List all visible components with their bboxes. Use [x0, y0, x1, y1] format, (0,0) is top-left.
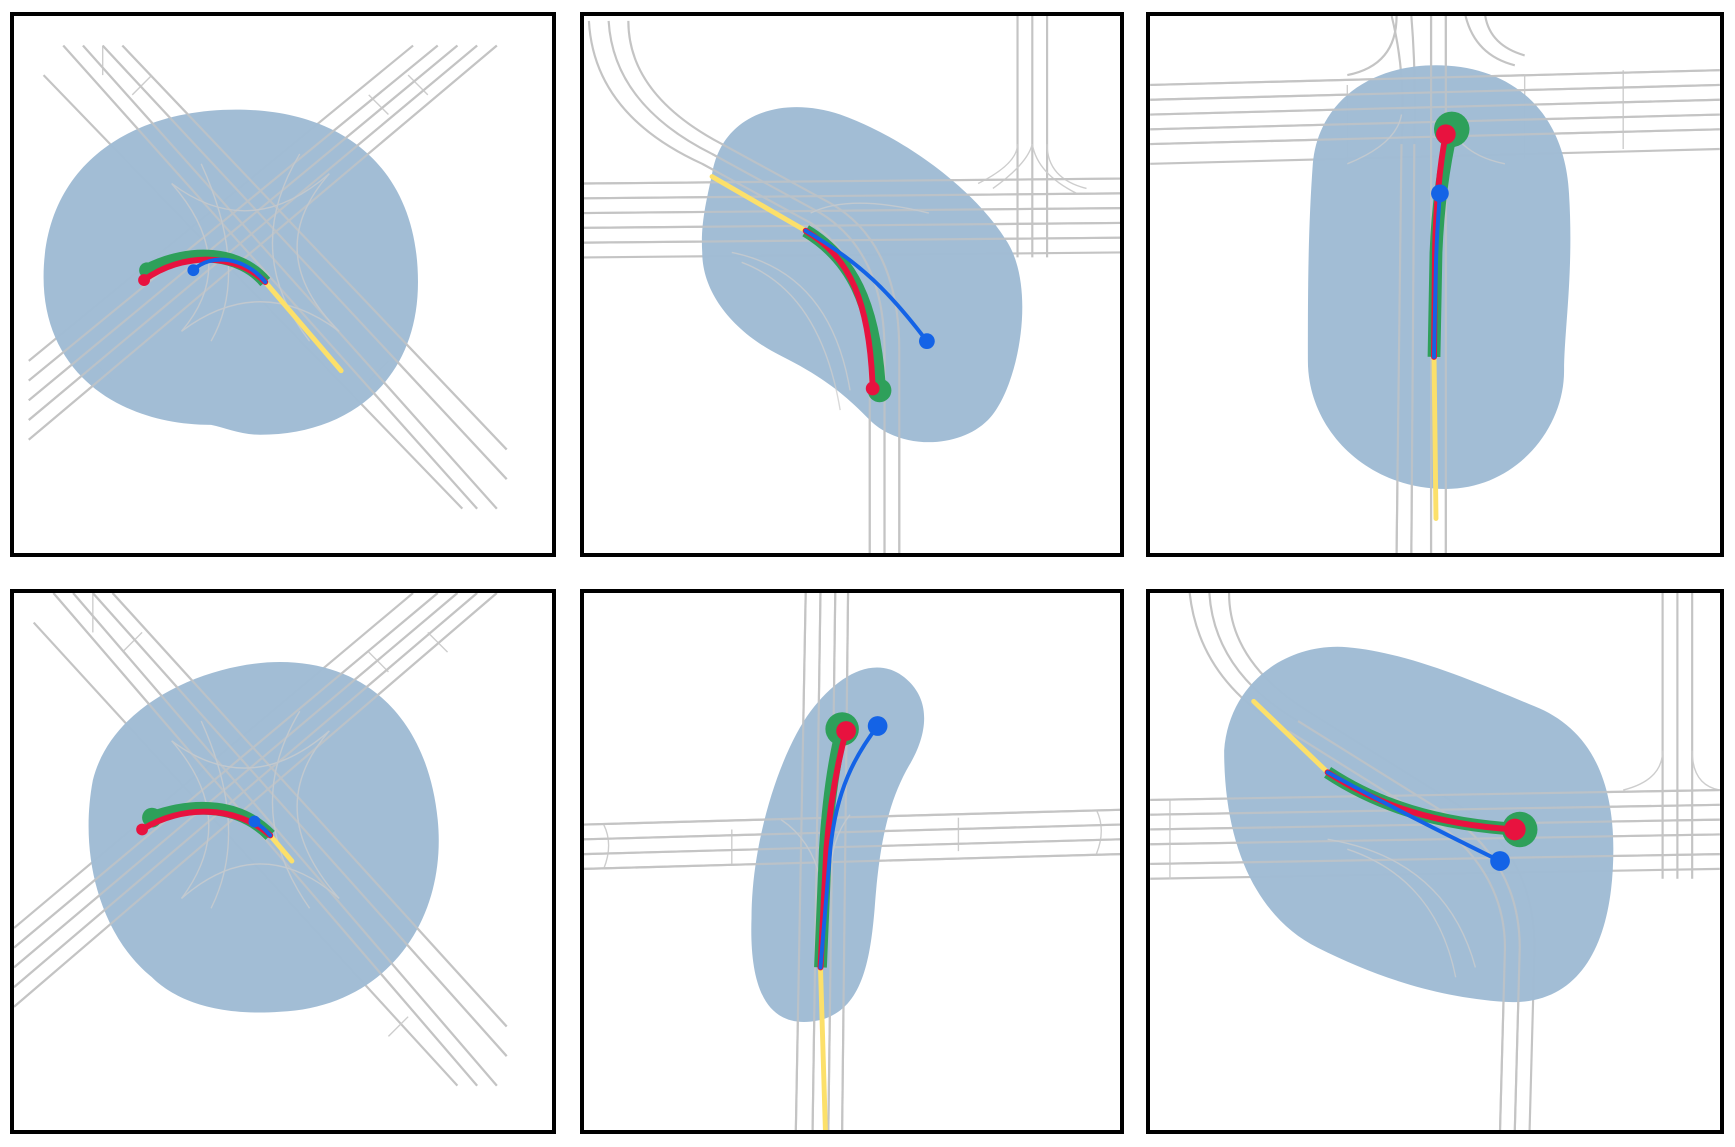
baseline-endpoint: [919, 333, 935, 350]
predicted-track: [817, 727, 850, 971]
predicted-endpoint: [138, 274, 150, 286]
history-track: [818, 964, 828, 1130]
scene-panel-5: [580, 589, 1124, 1134]
prediction-region: [701, 107, 1023, 443]
baseline-endpoint: [1490, 851, 1510, 871]
scene-panel-4: [10, 589, 556, 1134]
scene-panel-1: [10, 12, 556, 557]
scene-panel-3: [1146, 12, 1724, 557]
prediction-region: [751, 667, 925, 1022]
scene-map: [14, 593, 508, 1087]
road-network-overlay: [28, 44, 508, 510]
predicted-endpoint: [1503, 818, 1526, 841]
road-network-overlay: [1150, 16, 1720, 553]
baseline-endpoint: [187, 264, 200, 277]
predicted-endpoint: [1435, 124, 1456, 145]
baseline-track: [1325, 770, 1503, 863]
history-track: [262, 279, 344, 374]
scene-map: [1150, 593, 1720, 1130]
baseline-endpoint: [867, 716, 888, 736]
baseline-track: [818, 724, 880, 970]
scene-map: [584, 593, 1120, 1130]
predicted-endpoint: [836, 721, 856, 741]
baseline-endpoint: [1431, 184, 1449, 203]
scene-map: [584, 16, 1120, 553]
history-track: [1431, 354, 1439, 521]
road-network-overlay: [584, 593, 1120, 1130]
scene-map: [1150, 16, 1720, 553]
road-network-overlay: [14, 593, 508, 1087]
scene-panel-2: [580, 12, 1124, 557]
scene-map: [28, 44, 508, 510]
baseline-track: [191, 257, 268, 285]
history-track: [267, 832, 295, 864]
history-track: [709, 174, 809, 234]
scene-panel-6: [1146, 589, 1724, 1134]
baseline-track: [803, 228, 929, 344]
baseline-endpoint: [248, 815, 261, 828]
predicted-endpoint: [136, 823, 149, 836]
history-track: [1251, 698, 1331, 775]
predicted-endpoint: [865, 381, 880, 396]
